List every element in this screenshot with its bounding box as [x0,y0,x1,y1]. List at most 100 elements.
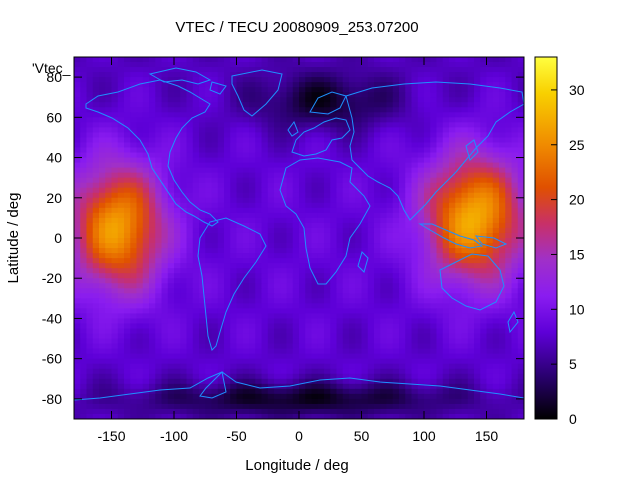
heatmap-cell [267,243,275,249]
heatmap-cell [211,358,219,365]
heatmap-cell [342,303,350,309]
heatmap-cell [230,343,238,350]
heatmap-cell [186,303,194,309]
heatmap-cell [161,87,169,93]
heatmap-cell [324,142,331,149]
heatmap-cell [74,338,81,345]
heatmap-cell [399,172,406,179]
heatmap-cell [367,318,375,325]
heatmap-cell [230,207,238,214]
heatmap-cell [330,97,338,103]
heatmap-cell [461,217,469,224]
heatmap-cell [380,222,388,229]
heatmap-cell [474,197,481,204]
heatmap-cell [305,393,313,400]
heatmap-cell [280,283,288,289]
heatmap-cell [374,298,381,304]
heatmap-cell [355,393,363,400]
heatmap-cell [292,217,300,224]
heatmap-cell [136,248,144,254]
heatmap-cell [324,278,331,284]
heatmap-cell [361,157,369,164]
heatmap-cell [317,57,325,63]
heatmap-cell [99,157,106,164]
heatmap-cell [442,102,450,108]
heatmap-cell [417,358,425,365]
heatmap-cell [386,298,394,304]
heatmap-cell [186,378,194,385]
heatmap-cell [217,388,225,395]
heatmap-cell [355,283,363,289]
heatmap-cell [86,393,94,400]
heatmap-cell [161,273,169,279]
heatmap-cell [136,318,144,325]
heatmap-cell [186,77,194,83]
heatmap-cell [405,92,413,98]
heatmap-cell [430,152,438,159]
heatmap-cell [330,187,338,194]
heatmap-cell [486,378,494,385]
heatmap-cell [417,77,425,83]
heatmap-cell [236,152,244,159]
heatmap-cell [117,102,125,108]
heatmap-cell [117,117,125,123]
heatmap-cell [461,57,469,63]
heatmap-cell [242,62,250,68]
heatmap-cell [480,353,488,360]
heatmap-cell [436,318,444,325]
heatmap-cell [242,77,250,83]
heatmap-cell [242,172,250,179]
heatmap-cell [399,363,406,370]
heatmap-cell [99,172,106,179]
heatmap-cell [467,343,475,350]
heatmap-cell [192,142,200,149]
heatmap-cell [361,288,369,294]
heatmap-cell [411,258,419,264]
heatmap-cell [99,107,106,113]
heatmap-cell [274,157,281,164]
heatmap-cell [136,112,144,118]
heatmap-cell [349,373,356,380]
heatmap-cell [349,72,356,78]
heatmap-cell [136,353,144,360]
heatmap-cell [217,248,225,254]
heatmap-cell [374,77,381,83]
heatmap-cell [442,172,450,179]
heatmap-cell [386,348,394,355]
heatmap-cell [349,222,356,229]
heatmap-cell [305,117,313,123]
heatmap-cell [105,248,113,254]
heatmap-cell [392,298,400,304]
heatmap-cell [449,393,456,400]
heatmap-cell [192,388,200,395]
heatmap-cell [136,333,144,340]
heatmap-cell [242,202,250,209]
heatmap-cell [417,373,425,380]
heatmap-cell [374,112,381,118]
heatmap-cell [342,278,350,284]
heatmap-cell [499,338,506,345]
heatmap-cell [174,273,181,279]
heatmap-cell [267,207,275,214]
heatmap-cell [299,212,306,219]
heatmap-cell [355,238,363,244]
heatmap-cell [142,378,150,385]
heatmap-cell [392,323,400,330]
heatmap-cell [305,383,313,390]
heatmap-cell [486,197,494,204]
heatmap-cell [255,87,263,93]
heatmap-cell [399,293,406,299]
heatmap-cell [449,227,456,234]
heatmap-cell [124,303,131,309]
heatmap-cell [311,273,319,279]
heatmap-cell [467,227,475,234]
heatmap-cell [105,388,113,395]
heatmap-cell [430,57,438,63]
heatmap-cell [411,157,419,164]
heatmap-cell [180,107,188,113]
heatmap-cell [236,373,244,380]
heatmap-cell [505,197,513,204]
heatmap-cell [205,398,213,405]
heatmap-cell [230,273,238,279]
heatmap-cell [349,177,356,184]
